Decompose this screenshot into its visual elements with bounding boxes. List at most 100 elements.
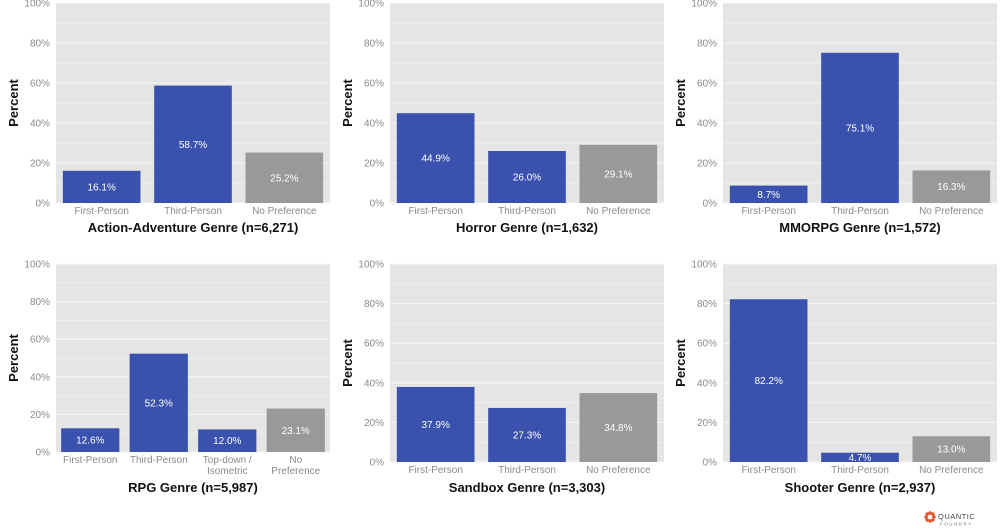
x-tick-label: Third-Person [831,206,889,217]
y-tick-label: 80% [697,39,717,50]
bar [198,429,257,452]
bar [488,407,566,462]
x-tick-label: Third-Person [164,206,222,217]
data-label: 13.0% [937,445,965,456]
y-tick-label: 20% [364,418,384,429]
y-tick-label: 60% [30,79,50,90]
x-tick-label: Isometric [207,466,248,477]
bar [912,436,991,462]
bar [245,152,324,203]
y-tick-label: 80% [697,299,717,310]
y-tick-label: 60% [364,339,384,350]
bar [579,144,658,203]
data-label: 44.9% [421,154,449,165]
data-label: 25.2% [270,173,298,184]
y-tick-label: 20% [364,159,384,170]
y-tick-label: 40% [30,372,50,383]
bar [729,299,808,462]
data-label: 75.1% [846,123,874,134]
data-label: 12.0% [213,436,241,447]
data-label: 8.7% [757,190,780,201]
bar [154,85,232,203]
y-tick-label: 0% [370,199,385,210]
x-tick-label: Third-Person [498,206,556,217]
bar [62,170,141,203]
y-tick-label: 60% [364,79,384,90]
chart-panel: 0% 20% 40% 60% 80% 100% Percent 37.9% First-Pers… [340,260,664,495]
x-tick-label: Preference [271,466,320,477]
data-label: 34.8% [604,423,632,434]
y-tick-label: 100% [24,0,50,10]
y-axis-title: Percent [673,338,688,386]
x-tick-label: No Preference [919,206,984,217]
x-tick-label: No Preference [586,206,651,217]
data-label: 37.9% [421,420,449,431]
x-tick-label: No Preference [919,465,984,476]
chart-title: RPG Genre (n=5,987) [128,480,258,495]
bar [912,170,991,203]
chart-panel: 0% 20% 40% 60% 80% 100% Percent 16.1% First-Pers… [6,0,330,235]
data-label: 27.3% [513,430,541,441]
x-tick-label: First-Person [741,465,795,476]
bar [396,386,475,462]
y-tick-label: 100% [691,260,717,271]
y-tick-label: 0% [370,458,385,469]
y-axis-title: Percent [673,78,688,126]
chart-title: Shooter Genre (n=2,937) [785,480,936,495]
data-label: 16.1% [87,182,115,193]
y-tick-label: 40% [364,119,384,130]
data-label: 29.1% [604,169,632,180]
bar [821,452,899,462]
chart-title: Sandbox Genre (n=3,303) [449,480,605,495]
y-tick-label: 0% [36,448,51,459]
y-tick-label: 100% [24,260,50,271]
bar [579,393,658,462]
bar [61,428,120,452]
x-tick-label: First-Person [63,455,117,466]
bar [266,408,325,452]
y-tick-label: 0% [36,199,51,210]
data-label: 52.3% [145,398,173,409]
x-tick-label: No [289,455,302,466]
y-tick-label: 60% [697,79,717,90]
bar [729,185,808,203]
data-label: 23.1% [282,426,310,437]
x-tick-label: No Preference [252,206,317,217]
chart-panel: 0% 20% 40% 60% 80% 100% Percent 12.6% First-Pers… [6,260,330,495]
x-tick-label: First-Person [741,206,795,217]
y-tick-label: 60% [697,339,717,350]
y-tick-label: 80% [364,39,384,50]
y-tick-label: 40% [697,119,717,130]
y-axis-title: Percent [6,78,21,126]
y-tick-label: 20% [697,159,717,170]
x-tick-label: First-Person [408,465,462,476]
bar [396,113,475,203]
data-label: 58.7% [179,140,207,151]
bar [488,151,566,203]
y-tick-label: 0% [703,458,718,469]
y-tick-label: 40% [30,119,50,130]
y-axis-title: Percent [340,78,355,126]
y-tick-label: 40% [364,378,384,389]
y-tick-label: 20% [697,418,717,429]
data-label: 82.2% [754,376,782,387]
y-tick-label: 100% [358,260,384,271]
data-label: 26.0% [513,173,541,184]
chart-panel: 0% 20% 40% 60% 80% 100% Percent 44.9% First-Pers… [340,0,664,235]
y-tick-label: 20% [30,159,50,170]
y-tick-label: 80% [30,297,50,308]
y-axis-title: Percent [340,338,355,386]
y-tick-label: 40% [697,378,717,389]
logo-subname: FOUNDRY [940,522,973,527]
x-tick-label: Third-Person [831,465,889,476]
logo-mark-icon [930,511,936,517]
data-label: 4.7% [849,453,872,464]
y-tick-label: 60% [30,335,50,346]
x-tick-label: First-Person [74,206,128,217]
y-tick-label: 0% [703,199,718,210]
x-tick-label: No Preference [586,465,651,476]
x-tick-label: First-Person [408,206,462,217]
